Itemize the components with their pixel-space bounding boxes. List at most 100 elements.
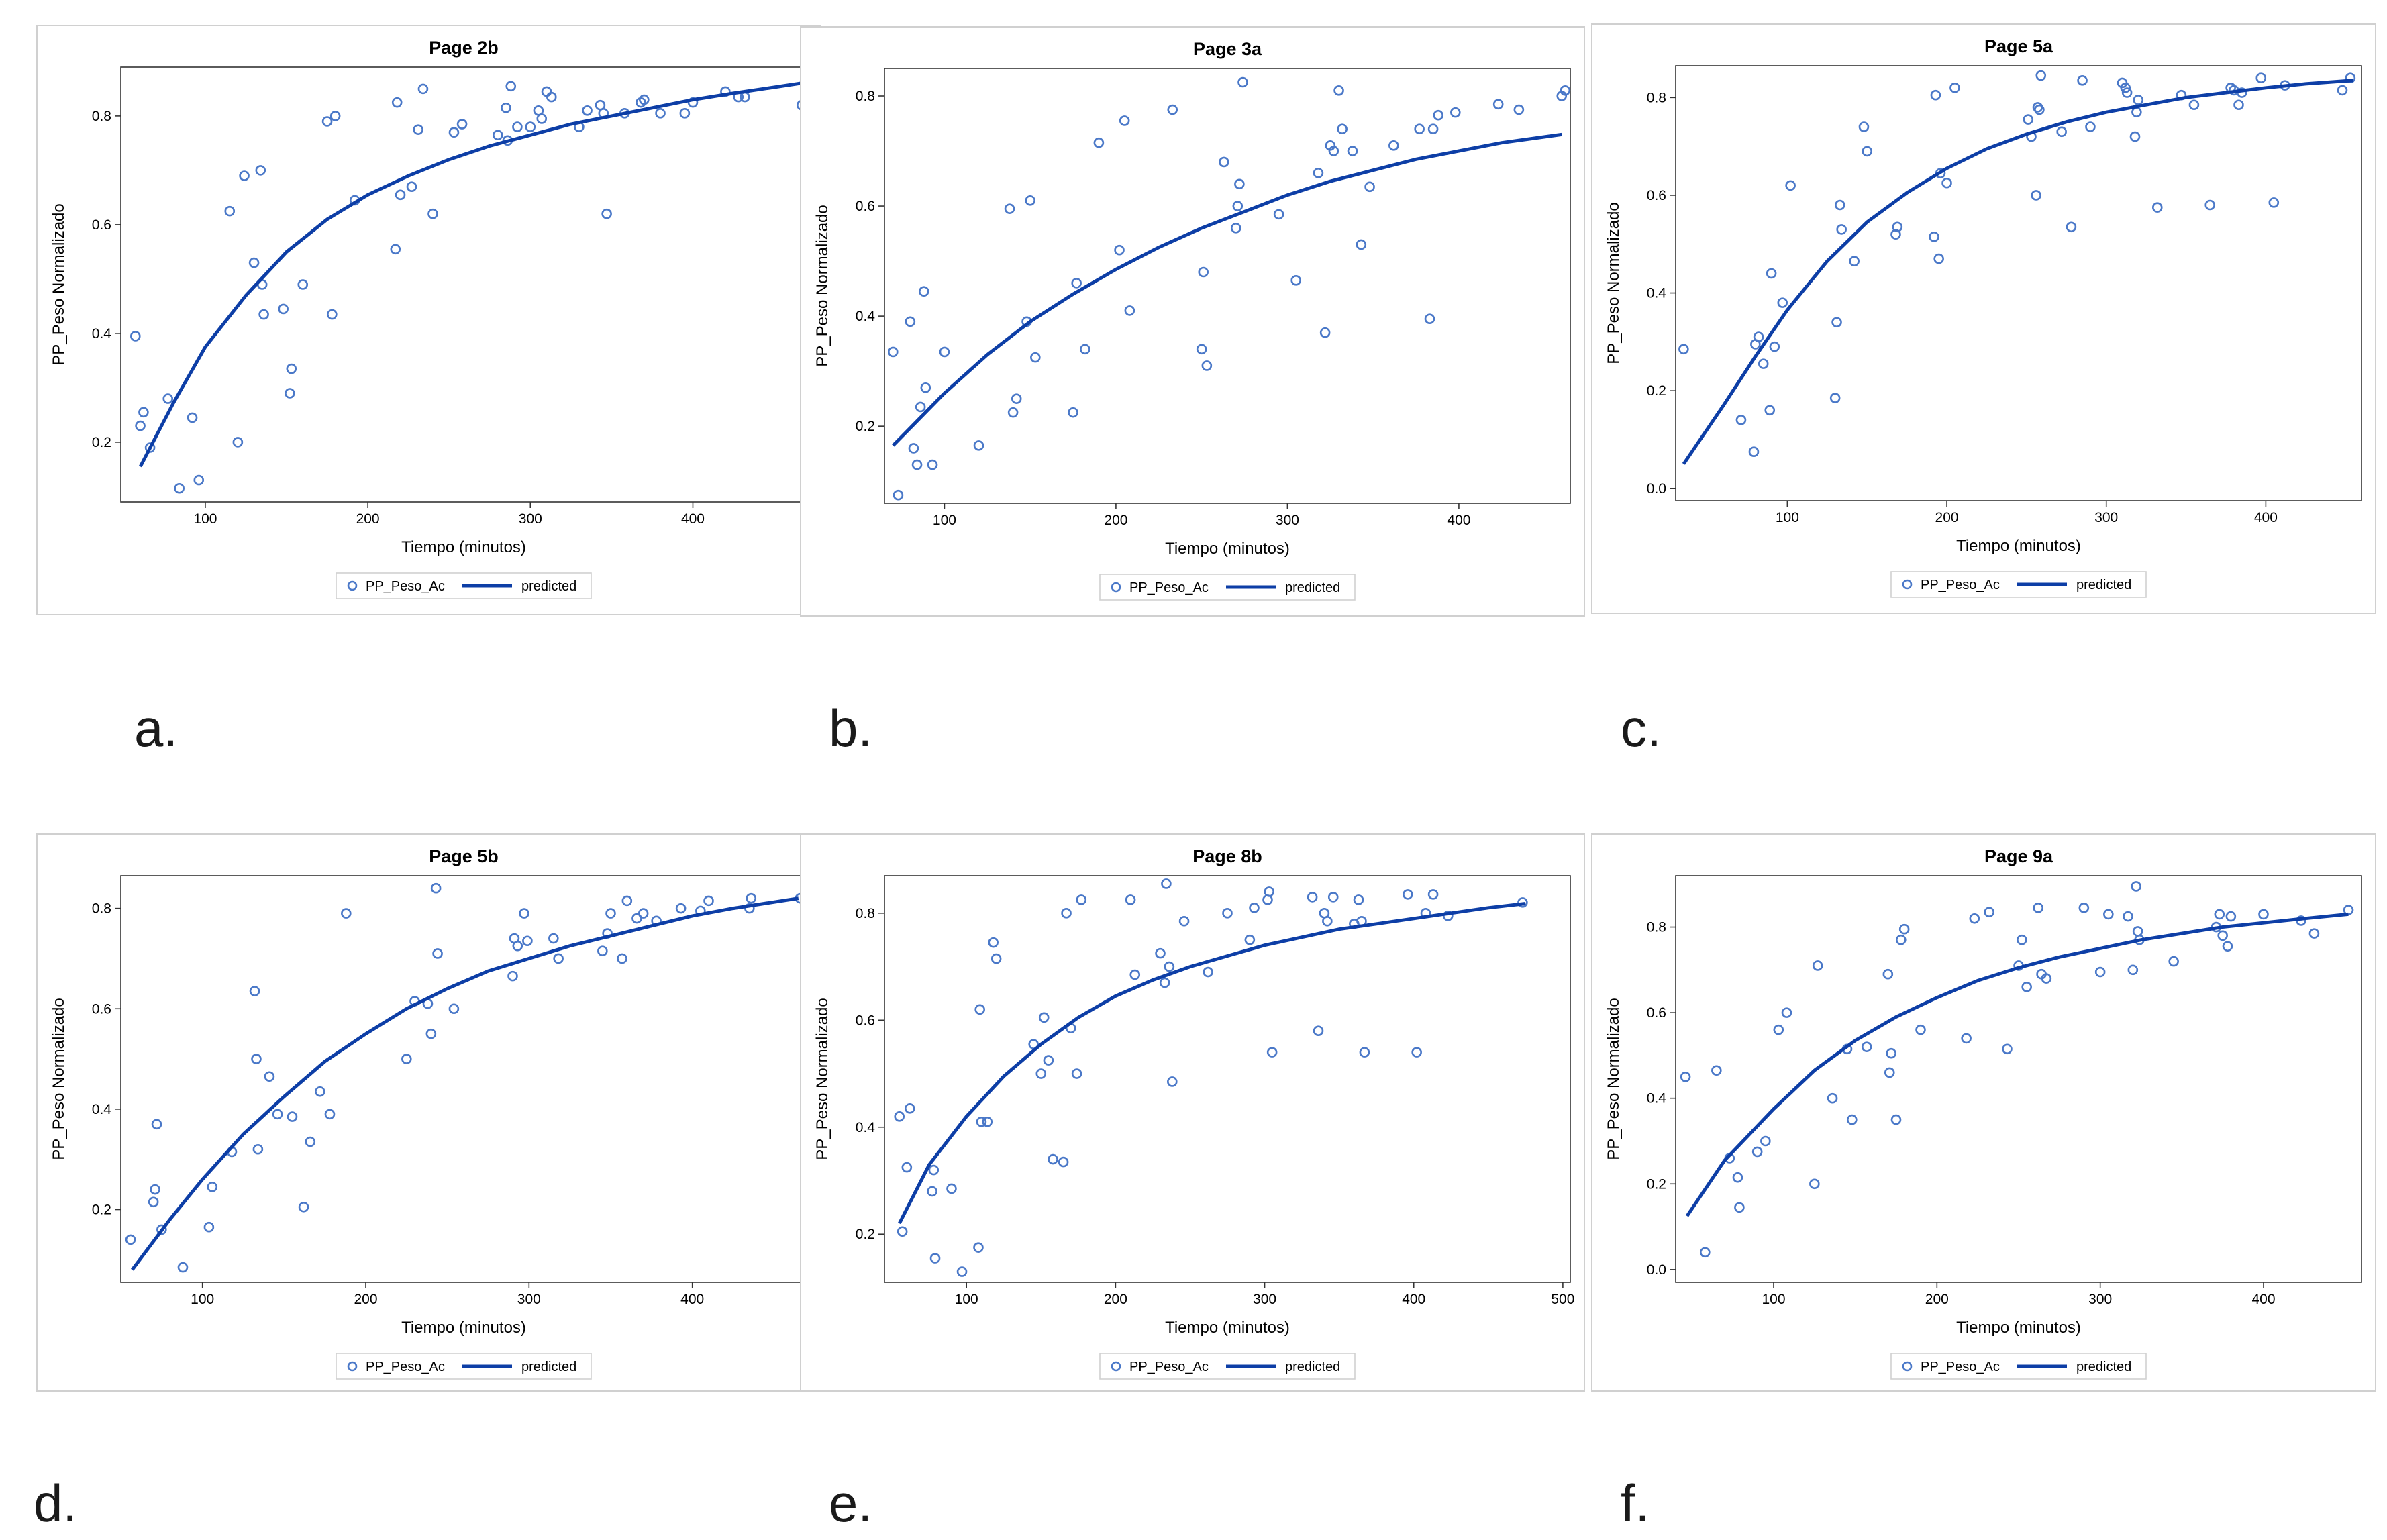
- chart-panel-a: Page 2b 0.2 0.4 0.6 0.8 100 200 300 400 PP_Pes…: [36, 25, 822, 616]
- data-point: [928, 1164, 939, 1176]
- chart-svg-d: Page 5b 0.2 0.4 0.6 0.8 100 200 300 400 PP_Pes…: [36, 833, 821, 1392]
- y-tick-label: 0.8: [856, 89, 875, 104]
- data-point: [1030, 352, 1041, 363]
- data-point: [1025, 195, 1035, 206]
- data-point: [939, 346, 950, 358]
- data-point: [425, 1028, 437, 1039]
- x-axis: 100 200 300 400: [1776, 501, 2278, 525]
- x-axis: 100 200 300 400 500: [955, 1282, 1574, 1307]
- plot-area: [884, 68, 1571, 504]
- data-point: [1035, 1068, 1047, 1079]
- data-point: [224, 205, 236, 217]
- x-tick-label: 300: [519, 511, 542, 527]
- data-point: [1313, 1025, 1324, 1037]
- data-point: [904, 1103, 915, 1114]
- data-point: [456, 119, 468, 130]
- data-point: [138, 407, 149, 418]
- y-tick-label: 0.2: [856, 419, 875, 434]
- data-point: [507, 970, 518, 982]
- data-point: [2268, 197, 2280, 208]
- data-point: [2217, 930, 2228, 941]
- data-point: [1732, 1172, 1743, 1183]
- data-point: [258, 309, 269, 320]
- y-tick-label: 0.4: [856, 309, 876, 324]
- data-point: [1004, 203, 1015, 214]
- data-point: [248, 257, 260, 268]
- data-point: [448, 1003, 460, 1015]
- data-point: [1414, 123, 1425, 135]
- x-tick-label: 300: [2094, 510, 2118, 525]
- y-tick-label: 0.2: [856, 1227, 875, 1242]
- data-point: [1424, 313, 1435, 325]
- x-axis: 100 200 300 400: [1762, 1282, 2276, 1307]
- data-point: [974, 1004, 985, 1015]
- data-point: [1781, 1007, 1792, 1018]
- y-axis-label: PP_Peso Normalizado: [1605, 998, 1623, 1160]
- y-axis: 0.2 0.4 0.6 0.8: [856, 89, 884, 434]
- x-tick-label: 400: [2254, 510, 2278, 525]
- data-point: [582, 105, 593, 116]
- data-point: [2023, 114, 2034, 125]
- predicted-line: [138, 81, 807, 468]
- data-point: [525, 121, 536, 132]
- data-point: [679, 108, 691, 119]
- data-point: [255, 165, 266, 176]
- data-point: [908, 443, 919, 454]
- data-point: [2002, 1043, 2013, 1055]
- y-axis: 0.2 0.4 0.6 0.8: [856, 906, 884, 1242]
- data-point: [1961, 1033, 1972, 1044]
- data-point: [2017, 934, 2027, 945]
- legend-point-marker: [1902, 579, 1913, 590]
- data-point: [1167, 104, 1178, 115]
- data-point: [946, 1183, 957, 1194]
- data-point: [2214, 909, 2225, 920]
- legend-label-points: PP_Peso_Ac: [1921, 578, 2000, 593]
- data-point: [2222, 941, 2233, 952]
- data-point: [548, 933, 559, 944]
- y-tick-label: 0.2: [1647, 383, 1666, 399]
- data-point: [1234, 178, 1245, 190]
- data-point: [406, 181, 417, 192]
- legend-point-marker: [1902, 1361, 1913, 1372]
- data-point: [162, 393, 174, 404]
- y-tick-label: 0.2: [92, 435, 111, 450]
- x-tick-label: 400: [680, 1292, 704, 1307]
- data-point: [272, 1109, 283, 1120]
- x-tick-label: 500: [1551, 1292, 1574, 1307]
- data-point: [1427, 123, 1439, 135]
- plot-area: [120, 875, 807, 1283]
- data-point: [1835, 199, 1845, 211]
- data-point: [2233, 99, 2244, 111]
- data-point: [2077, 75, 2088, 86]
- data-point: [252, 1143, 264, 1155]
- data-point: [601, 208, 612, 219]
- data-point: [2078, 903, 2090, 913]
- data-point: [187, 412, 198, 423]
- data-point: [2337, 85, 2348, 96]
- data-point: [1892, 221, 1903, 233]
- x-axis-label: Tiempo (minutos): [401, 1319, 526, 1337]
- data-point: [1249, 903, 1260, 913]
- data-point: [1161, 878, 1172, 889]
- data-point: [1290, 274, 1302, 286]
- data-point: [1862, 146, 1873, 157]
- data-point: [2133, 95, 2144, 105]
- data-point: [1125, 894, 1136, 905]
- chart-title: Page 5a: [1984, 36, 2053, 56]
- data-point: [2085, 121, 2096, 132]
- data-point: [2127, 964, 2139, 976]
- x-tick-label: 300: [1276, 513, 1299, 528]
- y-tick-label: 0.8: [92, 901, 111, 917]
- data-point: [2345, 72, 2356, 84]
- data-point: [2120, 82, 2131, 93]
- data-point: [1735, 415, 1747, 425]
- caption-d: d.: [34, 1474, 78, 1533]
- data-point: [918, 286, 929, 297]
- data-point: [1071, 278, 1082, 289]
- y-tick-label: 0.6: [856, 1013, 875, 1028]
- data-point: [130, 331, 141, 342]
- y-tick-label: 0.0: [1647, 481, 1666, 497]
- data-point: [2041, 973, 2052, 984]
- data-point: [1812, 960, 1823, 971]
- data-point: [156, 1224, 167, 1235]
